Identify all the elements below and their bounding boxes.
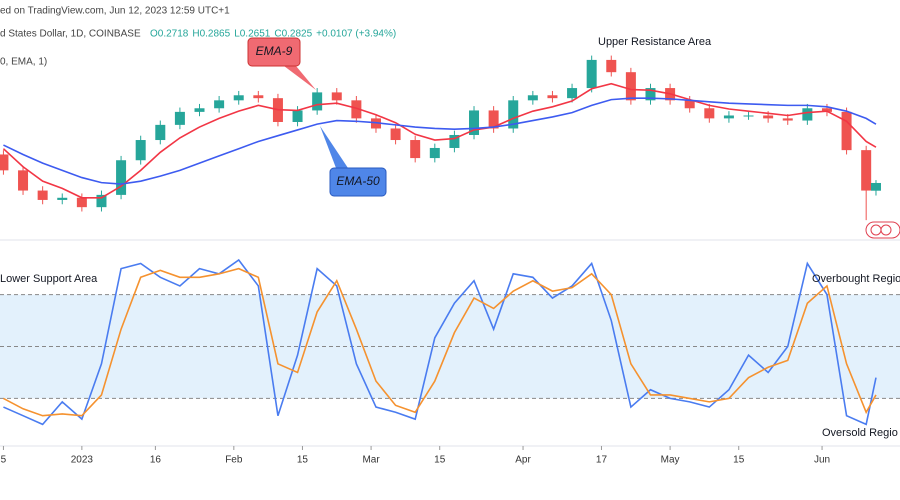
candle-body xyxy=(214,100,225,109)
candle-body xyxy=(155,124,166,141)
candle-body xyxy=(469,110,480,135)
candle-body xyxy=(861,150,872,191)
line-series xyxy=(3,267,877,417)
candle-body xyxy=(0,154,9,171)
x-tick-label: 15 xyxy=(297,455,309,466)
candle-body xyxy=(116,160,127,195)
candle-body xyxy=(312,92,323,111)
x-tick-label: Feb xyxy=(225,455,243,466)
candle-body xyxy=(449,134,460,148)
candle-body xyxy=(135,140,146,161)
candle-body xyxy=(763,115,774,119)
x-tick-label: 16 xyxy=(150,455,162,466)
candle-body xyxy=(508,100,519,129)
ohlc-value: O0.2718 xyxy=(150,29,189,40)
callout-box xyxy=(329,167,387,197)
ohlc-value: L0.2651 xyxy=(234,29,271,40)
indicator-label: 0, EMA, 1) xyxy=(0,57,47,68)
candle-body xyxy=(743,115,754,117)
x-tick-label: Mar xyxy=(362,455,380,466)
candle-body xyxy=(625,72,636,101)
x-tick-label: May xyxy=(661,455,680,466)
x-tick-label: Apr xyxy=(515,455,531,466)
candle-body xyxy=(390,128,401,141)
candle-body xyxy=(37,190,48,200)
x-tick-label: 15 xyxy=(733,455,745,466)
callout-pointer xyxy=(320,126,348,168)
ohlc-legend: O0.2718 H0.2865 L0.2651 C0.2825 +0.0107 (+3.… xyxy=(150,29,396,40)
badge-outline xyxy=(865,221,900,239)
callout-box xyxy=(247,37,301,67)
line-series xyxy=(2,82,877,199)
candle-body xyxy=(782,118,793,121)
x-tick-label: 17 xyxy=(596,455,608,466)
x-tick-label: 15 xyxy=(434,455,446,466)
candle-body xyxy=(841,111,852,151)
support-label: Lower Support Area xyxy=(0,273,98,285)
candle-body xyxy=(253,95,264,99)
symbol: d States Dollar, 1D, COINBASE xyxy=(0,29,141,40)
candle-body xyxy=(331,92,342,101)
x-tick-label: 2023 xyxy=(71,455,94,466)
published-note: ed on TradingView.com, Jun 12, 2023 12:5… xyxy=(0,6,230,17)
candle-body xyxy=(410,140,421,159)
candle-body xyxy=(547,95,558,99)
candle-body xyxy=(567,88,578,99)
candle-body xyxy=(429,147,440,159)
candle-body xyxy=(174,111,185,125)
overbought-label: Overbought Regio xyxy=(812,273,900,285)
candle-body xyxy=(723,115,734,119)
ohlc-value: C0.2825 xyxy=(274,29,312,40)
line-series xyxy=(3,258,877,426)
candle-body xyxy=(488,110,499,129)
oversold-label: Oversold Regio xyxy=(822,427,898,439)
ohlc-value: H0.2865 xyxy=(192,29,230,40)
candle-body xyxy=(684,100,695,109)
candle-body xyxy=(802,108,813,121)
x-tick-label: 5 xyxy=(1,455,7,466)
resistance-label: Upper Resistance Area xyxy=(598,36,712,48)
candle-body xyxy=(704,108,715,119)
candle-body xyxy=(870,182,881,191)
candle-body xyxy=(351,100,362,119)
panes: 5 2023 16 Feb 15 Mar 15 Apr 17 May 15 Jun xyxy=(0,55,900,466)
candle-body xyxy=(96,194,107,208)
candle-body xyxy=(586,59,597,89)
candle-body xyxy=(821,108,832,112)
candle-body xyxy=(194,108,205,112)
candle-body xyxy=(527,95,538,101)
ema9-callout: EMA-9 xyxy=(256,44,293,58)
callout-pointer xyxy=(284,66,316,90)
badge-icon xyxy=(880,224,892,236)
line-series xyxy=(3,97,877,185)
badge xyxy=(865,221,900,239)
ema50-callout: EMA-50 xyxy=(336,174,380,188)
candle-body xyxy=(292,110,303,122)
candle-body xyxy=(645,88,656,101)
candle-body xyxy=(76,197,87,208)
candle-body xyxy=(606,59,617,73)
x-tick-label: Jun xyxy=(814,455,830,466)
ohlc-value: +0.0107 (+3.94%) xyxy=(316,29,396,40)
candle-body xyxy=(57,197,68,200)
candle-body xyxy=(18,170,29,191)
candle-body xyxy=(233,95,244,101)
